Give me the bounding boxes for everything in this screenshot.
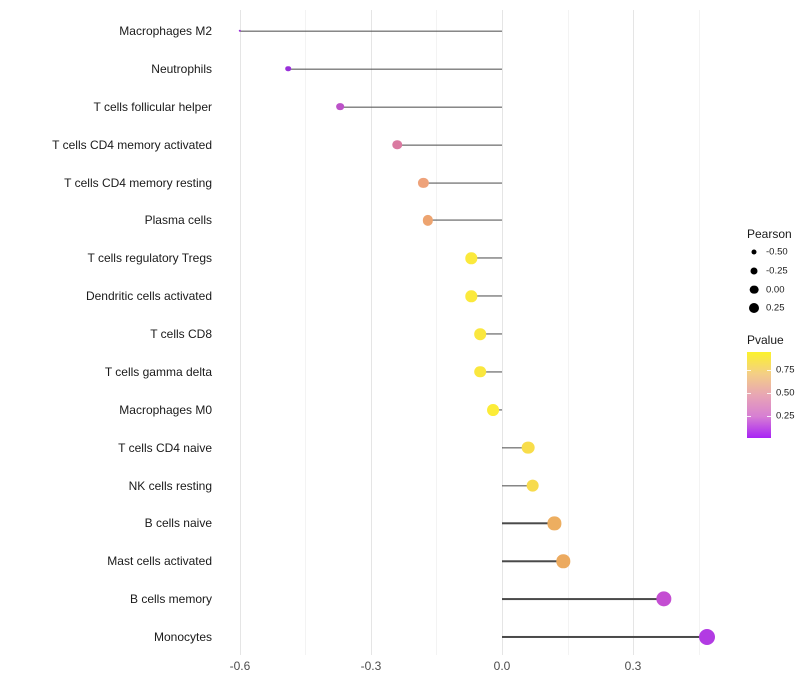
- lollipop-stem: [239, 30, 502, 32]
- data-point[interactable]: [474, 328, 486, 340]
- data-point[interactable]: [556, 554, 570, 568]
- data-point[interactable]: [699, 629, 716, 645]
- lollipop-stem: [502, 598, 664, 601]
- category-label: T cells CD4 memory resting: [64, 175, 212, 190]
- category-label: Macrophages M0: [119, 402, 212, 417]
- gridline-minor: [567, 10, 569, 655]
- legend-pearson-title: Pearson: [747, 227, 792, 241]
- category-label: B cells memory: [129, 592, 212, 607]
- legend-size-dot: [749, 303, 759, 314]
- pvalue-bar-tick: [747, 370, 751, 371]
- category-label: Macrophages M2: [119, 24, 212, 38]
- lollipop-stem: [502, 522, 555, 525]
- category-label: Dendritic cells activated: [85, 289, 212, 304]
- pvalue-bar-tick: [767, 393, 771, 394]
- category-label: Mast cells activated: [107, 554, 212, 569]
- category-label: NK cells resting: [128, 478, 212, 493]
- data-point[interactable]: [526, 479, 539, 492]
- legend-pvalue-label: 0.25: [776, 410, 795, 422]
- category-label: B cells naive: [144, 516, 212, 531]
- legend-size-label: 0.00: [766, 284, 785, 296]
- gridline-major: [633, 10, 634, 655]
- data-point[interactable]: [392, 139, 402, 150]
- lollipop-stem: [502, 635, 708, 639]
- pvalue-bar-tick: [747, 416, 751, 417]
- lollipop-stem: [423, 182, 502, 183]
- category-label: T cells regulatory Tregs: [87, 251, 213, 266]
- plot-panel: [214, 10, 726, 655]
- pvalue-bar-tick: [767, 370, 771, 371]
- category-label: T cells CD8: [150, 327, 212, 341]
- data-point[interactable]: [465, 252, 478, 264]
- data-point[interactable]: [285, 66, 291, 72]
- lollipop-stem: [471, 295, 502, 297]
- pvalue-gradient-bar: [747, 352, 771, 438]
- category-label: T cells follicular helper: [93, 99, 213, 114]
- gridline-major: [502, 10, 503, 655]
- category-label: T cells gamma delta: [104, 364, 212, 379]
- legend-pvalue-label: 0.75: [776, 364, 795, 376]
- x-tick-label: 0.3: [624, 659, 642, 673]
- data-point[interactable]: [422, 215, 433, 226]
- legend-pvalue-label: 0.50: [776, 387, 795, 399]
- lollipop-stem: [502, 484, 533, 487]
- category-label: T cells CD4 naive: [118, 440, 212, 455]
- data-point[interactable]: [487, 403, 500, 416]
- data-point[interactable]: [521, 441, 535, 454]
- lollipop-stem: [502, 446, 529, 449]
- legend-size-label: -0.25: [766, 265, 788, 277]
- pvalue-bar-tick: [747, 393, 751, 394]
- lollipop-stem: [397, 144, 502, 146]
- data-point[interactable]: [465, 290, 478, 302]
- legend-size-label: 0.25: [766, 302, 785, 314]
- lollipop-stem: [502, 560, 564, 562]
- gridline-minor: [305, 10, 307, 655]
- lollipop-stem: [480, 371, 502, 373]
- x-tick-label: 0.0: [493, 659, 511, 673]
- lollipop-stem: [340, 106, 502, 108]
- x-tick-label: -0.3: [360, 659, 382, 673]
- legend-size-dot: [749, 285, 759, 294]
- x-tick-label: -0.6: [229, 659, 251, 673]
- category-label: Neutrophils: [151, 61, 212, 76]
- lollipop-stem: [480, 333, 502, 335]
- lollipop-stem: [288, 68, 502, 70]
- pvalue-bar-tick: [767, 416, 771, 417]
- gridline-major: [370, 10, 372, 655]
- legend-size-dot: [751, 249, 757, 255]
- data-point[interactable]: [336, 102, 345, 111]
- gridline-minor: [698, 10, 700, 655]
- data-point[interactable]: [418, 177, 429, 188]
- gridline-minor: [436, 10, 438, 655]
- lollipop-stem: [427, 219, 502, 221]
- category-label: Monocytes: [153, 630, 212, 644]
- legend-pvalue-title: Pvalue: [747, 333, 784, 347]
- data-point[interactable]: [547, 516, 561, 530]
- data-point[interactable]: [655, 591, 672, 607]
- lollipop-stem: [471, 257, 502, 259]
- data-point[interactable]: [238, 29, 242, 33]
- gridline-major: [239, 10, 241, 655]
- category-label: T cells CD4 memory activated: [52, 137, 212, 152]
- legend-size-dot: [750, 267, 758, 275]
- category-label: Plasma cells: [144, 213, 212, 228]
- data-point[interactable]: [474, 366, 486, 378]
- legend-size-label: -0.50: [766, 246, 788, 258]
